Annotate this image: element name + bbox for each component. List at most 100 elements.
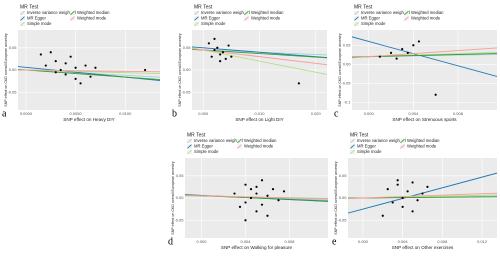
legend-swatch [400, 138, 405, 144]
x-tick-label: 0.008 [284, 239, 295, 244]
point [282, 190, 286, 193]
legend-swatch [187, 149, 192, 155]
y-axis-label: SNP effect on CKD overall European ances… [171, 161, 175, 235]
legend-swatch [20, 16, 25, 21]
legend-title: MR Test [354, 4, 373, 10]
point [389, 51, 393, 54]
point [54, 60, 57, 63]
y-tick-label: -0.1 [344, 99, 352, 104]
point [94, 66, 97, 69]
point [233, 192, 236, 195]
legend-swatch [350, 149, 355, 155]
legend-title: MR Test [194, 4, 213, 10]
legend-swatch [244, 10, 249, 16]
point [260, 203, 264, 206]
point [64, 62, 67, 65]
legend-swatch [404, 10, 409, 16]
mr-line [348, 192, 497, 199]
point [213, 37, 216, 40]
point [219, 60, 222, 63]
legend-label: Weighted median [407, 138, 440, 143]
legend-swatch [20, 21, 25, 27]
mr-line [18, 69, 160, 73]
y-tick-label: 0.00 [183, 67, 192, 72]
legend-label: Simple mode [194, 149, 219, 154]
point [74, 77, 77, 80]
mr-line [192, 46, 327, 59]
legend-label: Simple mode [27, 21, 52, 26]
y-tick-label: -0.05 [181, 89, 191, 94]
legend-swatch [187, 144, 192, 149]
point [395, 57, 398, 60]
x-tick-label: 0.000 [358, 239, 369, 244]
y-tick-label: 0.00 [9, 67, 18, 72]
legend-label: Inverse variance weighted [361, 10, 410, 15]
point [266, 214, 269, 217]
point [271, 188, 275, 191]
point [219, 53, 222, 56]
x-tick-label: 0.0000 [20, 111, 33, 116]
mr-line [352, 36, 497, 77]
point [74, 66, 77, 69]
point [249, 196, 253, 200]
x-tick-label: 0.0100 [119, 111, 132, 116]
legend-swatch [237, 138, 242, 144]
legend-swatch [354, 16, 359, 21]
legend-swatch [350, 144, 355, 149]
legend-swatch [70, 10, 75, 16]
x-tick-label: 0.020 [311, 111, 322, 116]
legend-title: MR Test [20, 4, 39, 10]
legend-swatch [350, 138, 355, 144]
y-axis-label: SNP effect on CKD overall European ances… [334, 161, 338, 235]
y-tick-label: 0.05 [176, 173, 185, 178]
x-tick-label: 0.004 [240, 239, 251, 244]
x-tick-label: 0.010 [254, 111, 265, 116]
point [391, 201, 394, 204]
y-tick-label: 0.00 [339, 195, 348, 200]
point [411, 181, 414, 184]
point [244, 219, 247, 222]
point [396, 183, 399, 186]
legend-label: Inverse variance weighted [357, 138, 406, 143]
x-tick-label: 0.004 [398, 239, 409, 244]
y-tick-label: 0.00 [176, 195, 185, 200]
point [216, 46, 219, 49]
legend-label: Simple mode [201, 21, 226, 26]
point [401, 196, 404, 200]
legend-label: Weighted median [411, 10, 444, 15]
legend-swatch [194, 10, 199, 16]
y-tick-label: -0.05 [7, 89, 17, 94]
legend-label: Weighted mode [244, 144, 274, 149]
point [144, 68, 147, 72]
panel: -0.05 0.00 0.05 0.000 0.004 0.008 0.012 SNP eff… [332, 132, 497, 250]
panel-label: d [168, 236, 173, 247]
y-tick-label: 0.05 [343, 42, 352, 47]
point [49, 51, 52, 54]
point [224, 57, 227, 60]
point [207, 42, 210, 45]
point [406, 51, 409, 54]
point [260, 179, 264, 182]
plot-background [352, 30, 497, 110]
legend-title: MR Test [350, 132, 369, 138]
point [401, 47, 404, 51]
mr-line [352, 47, 497, 59]
x-tick-label: 0.004 [408, 111, 419, 116]
panel-label: a [2, 108, 7, 119]
point [266, 194, 269, 197]
legend-swatch [244, 16, 249, 21]
x-tick-label: 0.008 [437, 239, 448, 244]
x-axis-label: SNP effect on Heavy DIY [63, 117, 114, 122]
legend-swatch [237, 144, 242, 149]
point [213, 48, 216, 52]
x-tick-label: 0.008 [453, 111, 464, 116]
point [406, 190, 409, 193]
point [396, 179, 399, 182]
legend-label: Weighted mode [77, 16, 107, 21]
mr-line [192, 48, 327, 66]
point [64, 73, 67, 76]
legend-label: MR Egger [357, 144, 376, 149]
x-tick-label: 0.0050 [69, 111, 82, 116]
legend-label: Inverse variance weighted [201, 10, 250, 15]
